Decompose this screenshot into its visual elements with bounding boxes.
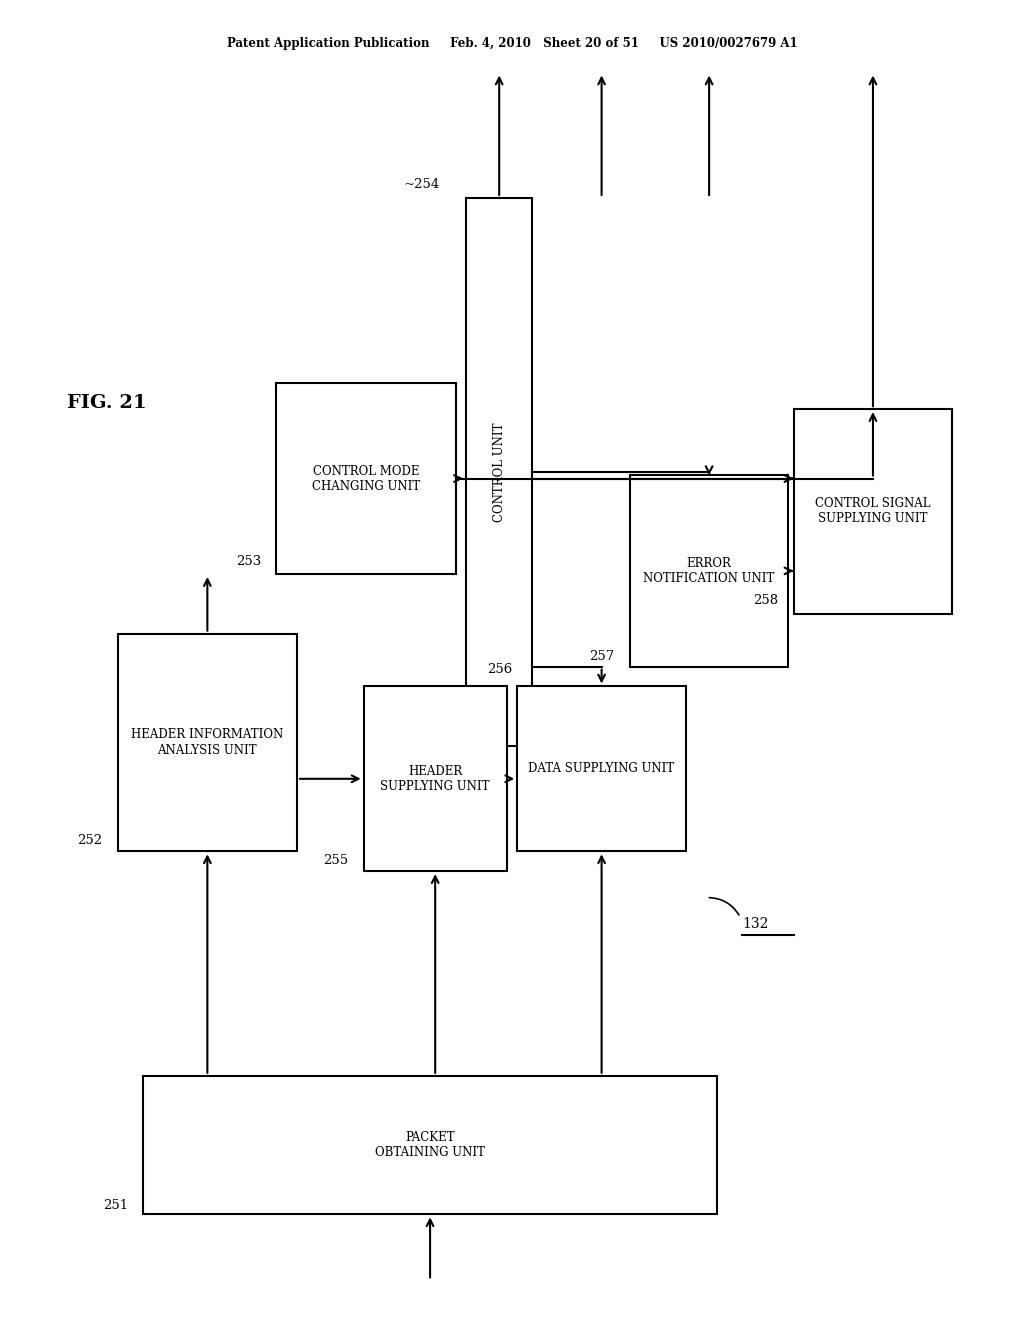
- FancyBboxPatch shape: [794, 409, 952, 614]
- Text: DATA SUPPLYING UNIT: DATA SUPPLYING UNIT: [528, 763, 675, 775]
- Text: 251: 251: [102, 1199, 128, 1212]
- FancyBboxPatch shape: [466, 198, 532, 746]
- Text: 253: 253: [236, 554, 261, 568]
- Text: 258: 258: [753, 594, 778, 607]
- Text: ~254: ~254: [404, 178, 440, 191]
- FancyBboxPatch shape: [517, 686, 686, 851]
- Text: 256: 256: [486, 663, 512, 676]
- Text: ERROR
NOTIFICATION UNIT: ERROR NOTIFICATION UNIT: [643, 557, 775, 585]
- FancyBboxPatch shape: [143, 1076, 717, 1214]
- Text: CONTROL UNIT: CONTROL UNIT: [493, 422, 506, 521]
- FancyBboxPatch shape: [364, 686, 507, 871]
- Text: PACKET
OBTAINING UNIT: PACKET OBTAINING UNIT: [375, 1131, 485, 1159]
- Text: CONTROL MODE
CHANGING UNIT: CONTROL MODE CHANGING UNIT: [312, 465, 420, 492]
- FancyBboxPatch shape: [276, 383, 456, 574]
- FancyBboxPatch shape: [630, 475, 788, 667]
- Text: 257: 257: [589, 649, 614, 663]
- Text: HEADER INFORMATION
ANALYSIS UNIT: HEADER INFORMATION ANALYSIS UNIT: [131, 729, 284, 756]
- Text: 132: 132: [742, 917, 769, 931]
- Text: HEADER
SUPPLYING UNIT: HEADER SUPPLYING UNIT: [381, 764, 489, 793]
- Text: FIG. 21: FIG. 21: [67, 393, 146, 412]
- Text: Patent Application Publication     Feb. 4, 2010   Sheet 20 of 51     US 2010/002: Patent Application Publication Feb. 4, 2…: [226, 37, 798, 50]
- Text: CONTROL SIGNAL
SUPPLYING UNIT: CONTROL SIGNAL SUPPLYING UNIT: [815, 498, 931, 525]
- Text: 252: 252: [77, 834, 102, 847]
- Text: 255: 255: [323, 854, 348, 867]
- FancyBboxPatch shape: [118, 634, 297, 851]
